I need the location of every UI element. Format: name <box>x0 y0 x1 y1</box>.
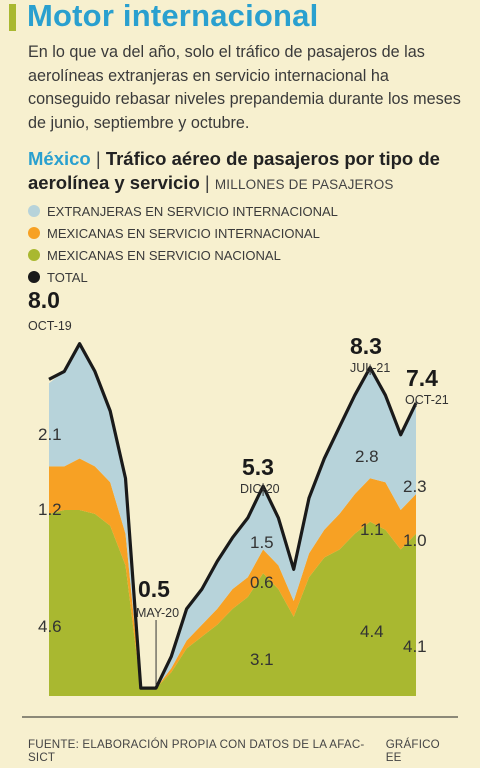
segment-label: 3.1 <box>250 650 274 669</box>
callout-value: 7.4 <box>406 365 438 391</box>
title-accent-bar <box>9 4 16 31</box>
chart-footer: FUENTE: ELABORACIÓN PROPIA CON DATOS DE … <box>28 738 458 764</box>
legend-swatch <box>28 205 40 217</box>
legend-label: EXTRANJERAS EN SERVICIO INTERNACIONAL <box>47 203 338 219</box>
callout-date: MAY-20 <box>136 606 179 620</box>
source-note: FUENTE: ELABORACIÓN PROPIA CON DATOS DE … <box>28 738 365 764</box>
callout-value: 8.0 <box>28 287 60 313</box>
segment-label: 1.1 <box>360 520 384 539</box>
legend-label: MEXICANAS EN SERVICIO NACIONAL <box>47 247 281 263</box>
chart-units: MILLONES DE PASAJEROS <box>214 177 394 192</box>
legend-label: TOTAL <box>47 269 88 285</box>
legend-item-mexicanas-internacional: MEXICANAS EN SERVICIO INTERNACIONAL <box>28 222 338 244</box>
callout-value: 5.3 <box>242 454 274 480</box>
legend-item-mexicanas-nacional: MEXICANAS EN SERVICIO NACIONAL <box>28 244 338 266</box>
callout-value: 8.3 <box>350 333 382 359</box>
credit-note: GRÁFICO EE <box>385 738 440 764</box>
segment-label: 4.1 <box>403 637 427 656</box>
legend-swatch <box>28 271 40 283</box>
callout-date: OCT-21 <box>405 393 449 407</box>
segment-label: 4.6 <box>38 617 62 636</box>
chart-heading: México | Tráfico aéreo de pasajeros por … <box>28 147 473 197</box>
callout-date: OCT-19 <box>28 319 72 333</box>
total-line <box>48 342 418 690</box>
area-series-0 <box>49 510 416 696</box>
segment-label: 1.0 <box>403 531 427 550</box>
page-title: Motor internacional <box>27 0 319 33</box>
chart-legend: EXTRANJERAS EN SERVICIO INTERNACIONAL ME… <box>28 200 338 288</box>
chart-units-separator: | <box>199 172 215 193</box>
legend-label: MEXICANAS EN SERVICIO INTERNACIONAL <box>47 225 320 241</box>
segment-label: 2.8 <box>355 447 379 466</box>
chart-country: México <box>28 148 91 169</box>
chart-heading-separator: | <box>90 148 106 169</box>
legend-swatch <box>28 227 40 239</box>
legend-swatch <box>28 249 40 261</box>
page-subtitle: En lo que va del año, solo el tráfico de… <box>28 43 461 132</box>
segment-label: 4.4 <box>360 622 384 641</box>
chart-title: Tráfico aéreo de pasajeros por tipo de a… <box>28 148 440 193</box>
segment-label: 2.1 <box>38 425 62 444</box>
segment-label: 1.2 <box>38 500 62 519</box>
segment-label: 0.6 <box>250 573 274 592</box>
legend-item-extranjeras-internacional: EXTRANJERAS EN SERVICIO INTERNACIONAL <box>28 200 338 222</box>
segment-label: 1.5 <box>250 533 274 552</box>
callout-date: DIC-20 <box>240 482 280 496</box>
area-series-1 <box>49 458 416 689</box>
segment-label: 2.3 <box>403 477 427 496</box>
area-series-2 <box>49 343 416 689</box>
callout-value: 0.5 <box>138 576 170 602</box>
legend-item-total: TOTAL <box>28 266 338 288</box>
